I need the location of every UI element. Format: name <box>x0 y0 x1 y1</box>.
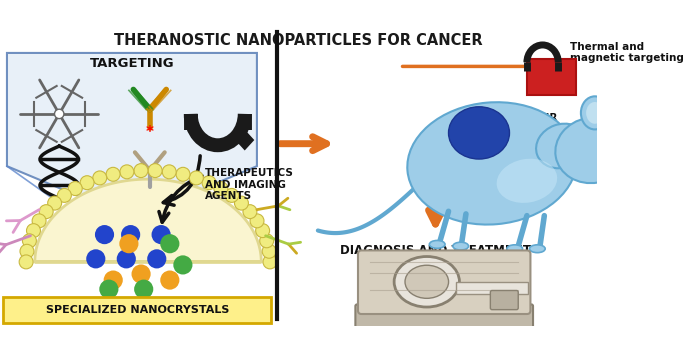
Circle shape <box>48 196 62 210</box>
Text: Thermal and
magnetic targeting: Thermal and magnetic targeting <box>570 42 684 63</box>
Circle shape <box>19 255 33 269</box>
Ellipse shape <box>556 118 629 183</box>
Circle shape <box>106 167 120 181</box>
Circle shape <box>39 205 53 219</box>
Ellipse shape <box>405 265 449 298</box>
Circle shape <box>612 135 616 139</box>
Text: TUMOUR: TUMOUR <box>507 113 558 123</box>
Circle shape <box>55 109 64 119</box>
Circle shape <box>260 234 274 248</box>
Circle shape <box>121 225 140 244</box>
Ellipse shape <box>449 107 510 159</box>
Ellipse shape <box>497 159 557 203</box>
Circle shape <box>160 270 179 290</box>
Circle shape <box>92 171 107 185</box>
Circle shape <box>173 255 192 275</box>
FancyBboxPatch shape <box>527 59 575 95</box>
Circle shape <box>95 225 114 244</box>
Text: DIAGNOSIS AND TREATMENT: DIAGNOSIS AND TREATMENT <box>340 244 531 257</box>
FancyBboxPatch shape <box>490 291 519 310</box>
Ellipse shape <box>536 124 588 168</box>
Circle shape <box>99 279 119 299</box>
FancyBboxPatch shape <box>456 282 528 294</box>
Circle shape <box>234 196 249 210</box>
FancyBboxPatch shape <box>3 297 271 323</box>
Circle shape <box>58 188 71 202</box>
Circle shape <box>250 214 264 228</box>
FancyBboxPatch shape <box>358 251 530 314</box>
Circle shape <box>202 176 216 190</box>
Circle shape <box>160 234 179 253</box>
Ellipse shape <box>394 256 460 307</box>
Circle shape <box>176 167 190 181</box>
Circle shape <box>134 279 153 299</box>
Circle shape <box>214 182 228 196</box>
Polygon shape <box>7 53 257 219</box>
Ellipse shape <box>632 156 640 162</box>
Ellipse shape <box>453 242 469 250</box>
Circle shape <box>32 214 46 228</box>
Ellipse shape <box>530 245 545 253</box>
FancyBboxPatch shape <box>356 304 533 330</box>
Circle shape <box>119 234 138 253</box>
Circle shape <box>262 244 276 258</box>
Circle shape <box>134 164 148 177</box>
Circle shape <box>243 205 257 219</box>
Circle shape <box>27 224 40 238</box>
Circle shape <box>68 182 82 196</box>
Text: TARGETING: TARGETING <box>90 57 174 70</box>
Circle shape <box>20 244 34 258</box>
Circle shape <box>263 255 277 269</box>
Circle shape <box>132 264 151 284</box>
Text: THERANOSTIC NANOPARTICLES FOR CANCER: THERANOSTIC NANOPARTICLES FOR CANCER <box>114 33 483 48</box>
Ellipse shape <box>586 102 603 124</box>
Circle shape <box>80 176 94 190</box>
Circle shape <box>225 188 238 202</box>
Circle shape <box>86 249 105 268</box>
Text: THERAPEUTICS
AND IMAGING
AGENTS: THERAPEUTICS AND IMAGING AGENTS <box>205 168 294 201</box>
Circle shape <box>256 224 270 238</box>
Ellipse shape <box>429 240 445 248</box>
Circle shape <box>189 171 203 185</box>
Circle shape <box>116 249 136 268</box>
Circle shape <box>23 234 36 248</box>
Text: *: * <box>146 125 154 140</box>
PathPatch shape <box>35 179 261 262</box>
Circle shape <box>162 165 176 179</box>
Ellipse shape <box>507 245 523 253</box>
Ellipse shape <box>581 96 609 129</box>
Circle shape <box>120 165 134 179</box>
Circle shape <box>103 270 123 290</box>
Circle shape <box>151 225 171 244</box>
Circle shape <box>147 249 166 268</box>
Circle shape <box>148 164 162 177</box>
Ellipse shape <box>408 102 577 224</box>
Polygon shape <box>235 129 254 150</box>
Text: SPECIALIZED NANOCRYSTALS: SPECIALIZED NANOCRYSTALS <box>46 305 229 315</box>
Circle shape <box>607 134 617 144</box>
